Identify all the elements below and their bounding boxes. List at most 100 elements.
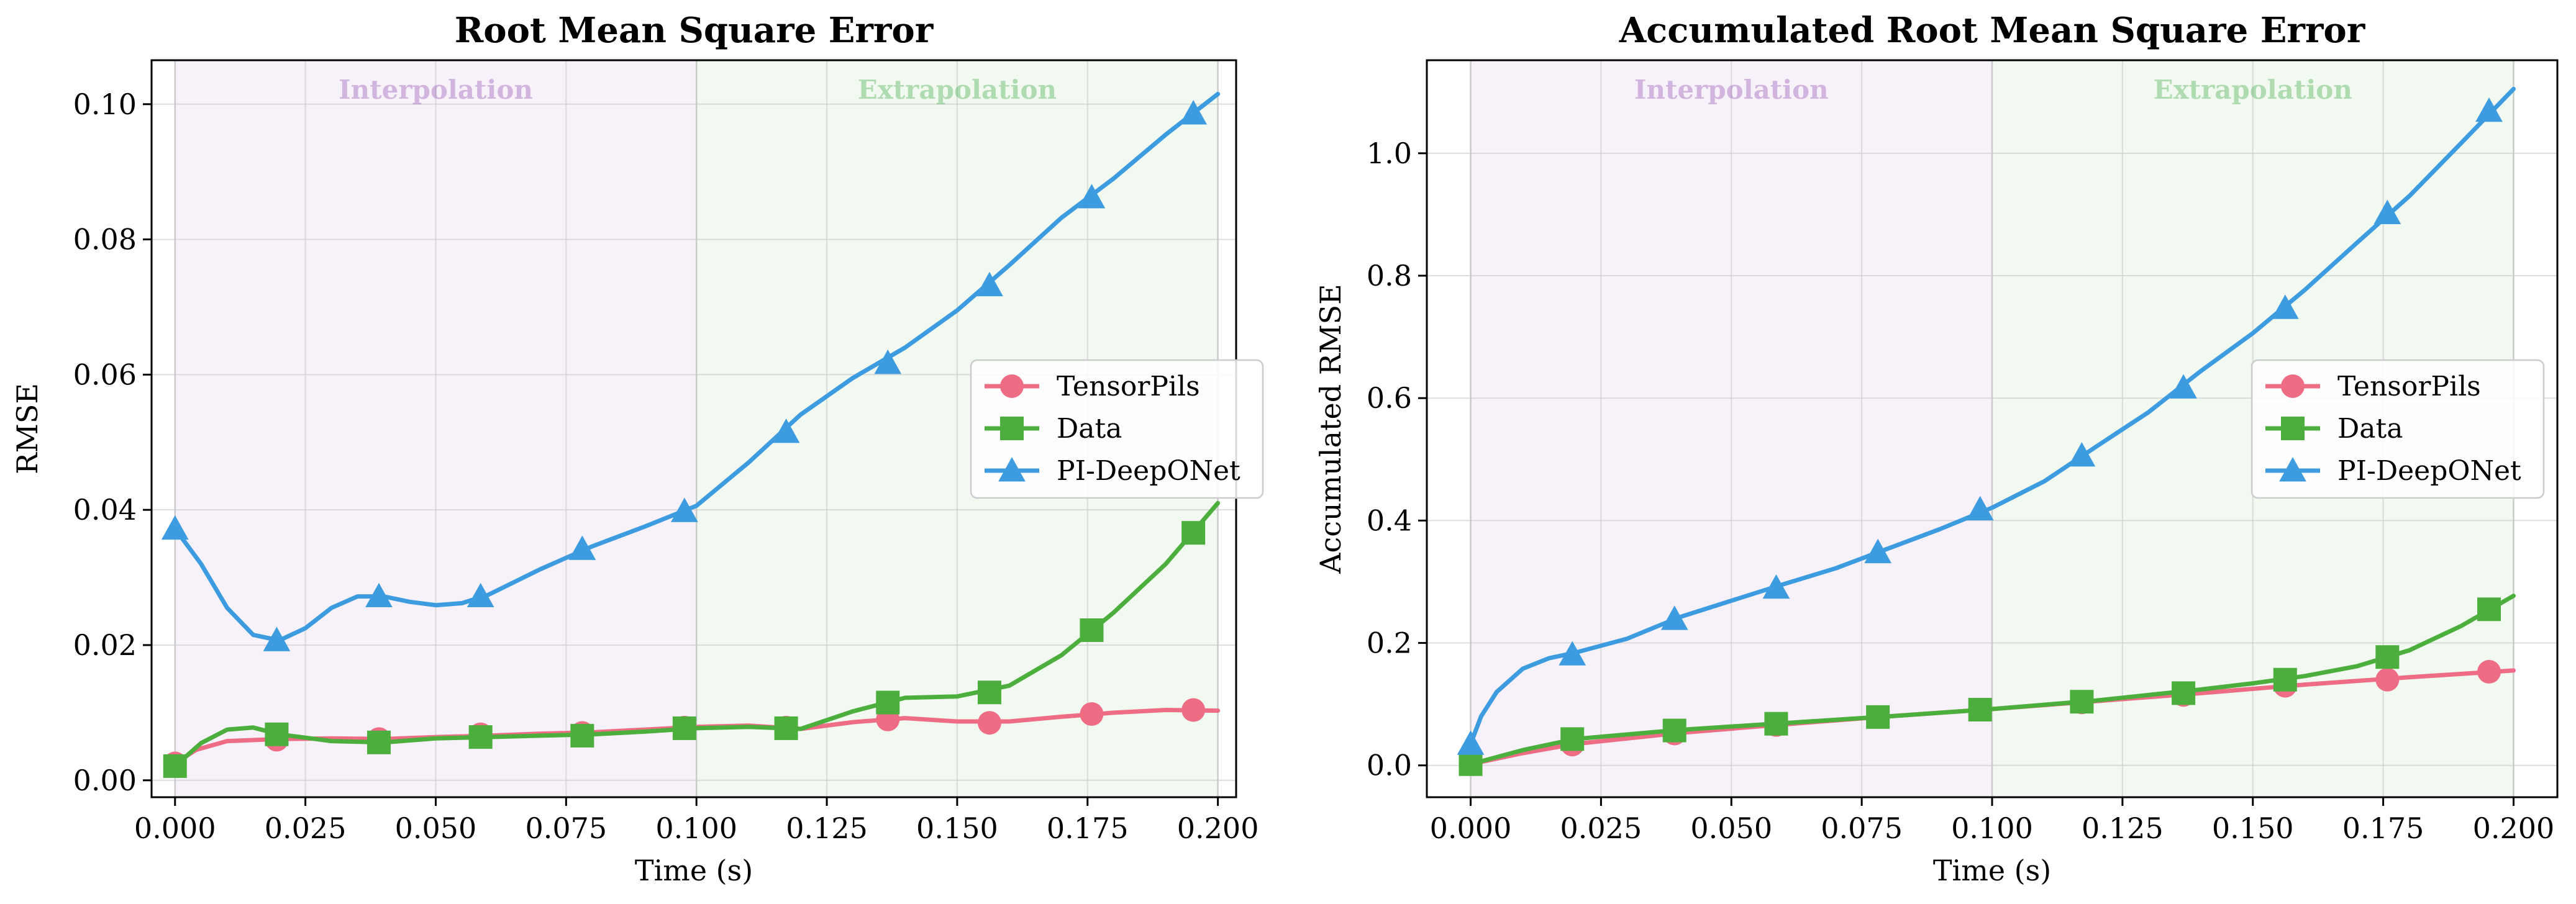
x-tick-label: 0.075 [525,811,607,845]
data-point-pi-deeponet [874,350,902,374]
data-point-data [1968,698,1992,722]
data-point-pi-deeponet [1864,538,1892,564]
legend-label: TensorPils [1057,371,1200,402]
chart-title: Accumulated Root Mean Square Error [1619,10,2366,51]
data-point-data [2375,645,2400,669]
accumulated-rmse-panel: Interpolation Extrapolation 0.000 0.025 0.05… [1314,10,2559,887]
data-point-data [1560,727,1585,751]
legend: TensorPils Data PI-DeepONet [970,359,1264,499]
region-label-extrapolation: Extrapolation [858,75,1057,105]
data-point-data [1080,618,1104,643]
data-point-data [2477,597,2501,622]
data-point-data [876,690,900,715]
x-tick-label: 0.000 [1430,811,1512,845]
x-tick-label: 0.100 [655,811,737,845]
data-point-pi-deeponet [2170,374,2197,399]
data-point-tensorpils [1181,698,1206,722]
data-point-data [977,680,1001,705]
data-point-data [366,730,391,754]
data-point-data [1764,712,1788,736]
region-label-extrapolation: Extrapolation [2154,75,2352,105]
legend-label: Data [1057,413,1122,445]
data-point-data [1181,521,1206,545]
x-axis-label: Time (s) [1933,854,2051,887]
legend-box [2251,359,2545,499]
data-point-pi-deeponet [2068,442,2096,467]
region-label-interpolation: Interpolation [1634,75,1829,105]
data-point-pi-deeponet [161,515,189,540]
legend-label: Data [2337,413,2403,445]
x-tick-label: 0.075 [1821,811,1903,845]
legend-marker [2281,374,2305,398]
x-axis-label: Time (s) [635,854,753,887]
legend: TensorPils Data PI-DeepONet [2251,359,2545,499]
data-point-data [2070,690,2094,714]
y-tick-label: 0.08 [73,223,137,256]
data-point-data [468,725,493,749]
data-point-pi-deeponet [1180,100,1208,125]
y-tick-label: 0.4 [1367,504,1412,537]
legend-label: PI-DeepONet [2337,455,2521,487]
y-tick-label: 0.10 [73,88,137,121]
y-axis-label: RMSE [11,383,44,474]
data-point-pi-deeponet [568,535,596,560]
x-tick-label: 0.150 [916,811,998,845]
x-tick-label: 0.025 [1560,811,1642,845]
data-point-tensorpils [2375,667,2400,692]
rmse-panel: Interpolation Extrapolation 0.000 0.025 0.05… [11,10,1264,887]
legend-marker [2281,417,2305,440]
data-point-data [1459,752,1483,776]
y-tick-label: 1.0 [1367,137,1412,170]
legend-box [970,359,1264,499]
data-point-data [774,716,798,740]
data-point-pi-deeponet [1457,730,1485,755]
y-tick-label: 0.2 [1367,626,1412,660]
y-tick-label: 0.00 [73,764,137,797]
x-tick-label: 0.000 [134,811,216,845]
data-point-tensorpils [1080,702,1104,726]
data-point-data [2172,681,2196,705]
x-tick-label: 0.125 [2082,811,2164,845]
data-point-pi-deeponet [365,582,393,608]
data-point-data [163,754,187,778]
legend-label: TensorPils [2337,371,2481,402]
y-tick-label: 0.06 [73,358,137,391]
data-point-data [265,722,289,746]
x-tick-label: 0.175 [2342,811,2424,845]
legend-marker [2279,457,2306,482]
data-point-pi-deeponet [1559,641,1586,666]
chart-title: Root Mean Square Error [455,10,934,51]
legend-marker [1000,417,1024,440]
series-line-pi-deeponet [1468,86,2516,746]
x-tick-label: 0.025 [265,811,347,845]
x-tick-label: 0.175 [1047,811,1129,845]
data-point-pi-deeponet [263,626,291,651]
data-point-pi-deeponet [976,271,1003,297]
data-point-pi-deeponet [772,418,800,443]
y-tick-label: 0.04 [73,493,137,527]
x-tick-label: 0.050 [1690,811,1772,845]
data-point-data [1662,718,1686,743]
legend-marker [998,457,1026,482]
x-tick-label: 0.200 [2473,811,2555,845]
data-point-pi-deeponet [2271,294,2299,319]
region-label-interpolation: Interpolation [339,75,533,105]
data-point-pi-deeponet [1660,605,1688,630]
data-point-pi-deeponet [671,497,698,522]
data-point-tensorpils [977,711,1001,735]
data-point-pi-deeponet [2373,199,2401,224]
y-tick-label: 0.6 [1367,381,1412,415]
y-tick-label: 0.0 [1367,749,1412,782]
y-tick-label: 0.02 [73,628,137,662]
x-tick-label: 0.150 [2212,811,2294,845]
data-point-data [2273,667,2297,692]
data-point-pi-deeponet [1078,184,1106,209]
data-point-tensorpils [2477,659,2501,684]
data-point-pi-deeponet [467,582,494,608]
y-tick-label: 0.8 [1367,259,1412,292]
x-tick-label: 0.100 [1951,811,2033,845]
data-point-data [570,723,594,748]
data-point-data [1866,705,1890,729]
data-point-data [672,716,696,740]
